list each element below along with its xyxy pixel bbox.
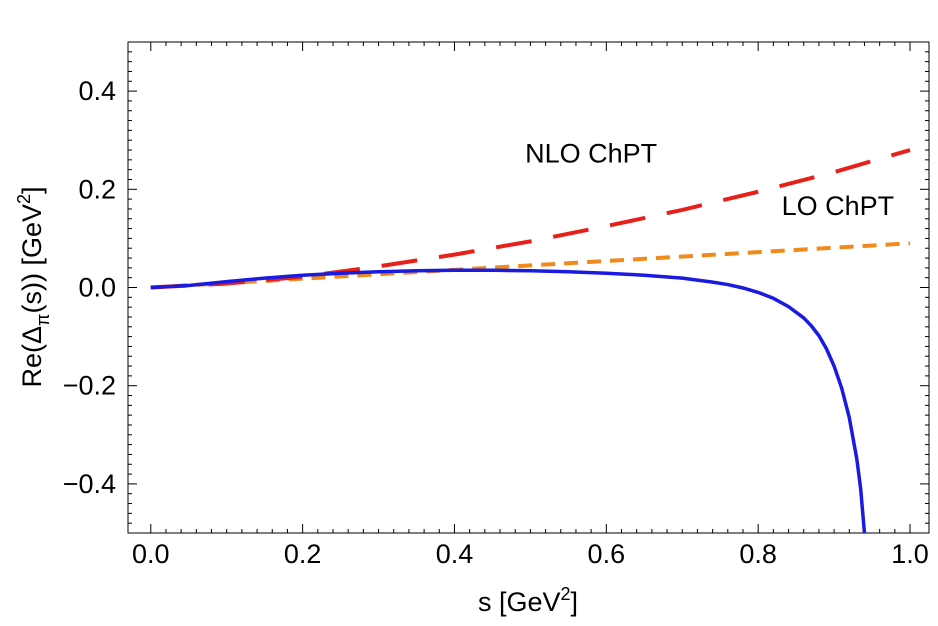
x-tick-label: 0.8 <box>739 539 777 569</box>
x-tick-label: 0.4 <box>436 539 474 569</box>
axis-ticks <box>128 41 929 534</box>
y-tick-label: 0.4 <box>78 76 116 106</box>
series-layer <box>150 148 911 533</box>
series-line-lo-chpt <box>150 241 911 290</box>
annotation-nlo-chpt: NLO ChPT <box>525 138 657 168</box>
x-tick-label: 0.2 <box>284 539 322 569</box>
x-tick-label: 1.0 <box>891 539 929 569</box>
x-tick-label: 0.6 <box>588 539 626 569</box>
y-tick-label: −0.2 <box>63 371 116 401</box>
series-line-nlo-chpt <box>150 148 911 290</box>
plot-frame <box>127 41 930 534</box>
y-tick-label: 0.2 <box>78 174 116 204</box>
tick-labels: 0.0 0.2 0.4 0.6 0.8 1.0 −0.4 −0.2 0.0 0.2 0.4 <box>63 76 929 569</box>
y-tick-label: 0.0 <box>78 273 116 303</box>
series-line-full <box>150 268 867 533</box>
annotations: NLO ChPT LO ChPT <box>525 138 894 221</box>
y-axis-title: Re(Δπ(s)) [GeV2] <box>14 186 53 387</box>
x-axis-title: s [GeV2] <box>478 584 578 617</box>
y-tick-label: −0.4 <box>63 469 116 499</box>
x-tick-label: 0.0 <box>132 539 170 569</box>
annotation-lo-chpt: LO ChPT <box>782 191 895 221</box>
